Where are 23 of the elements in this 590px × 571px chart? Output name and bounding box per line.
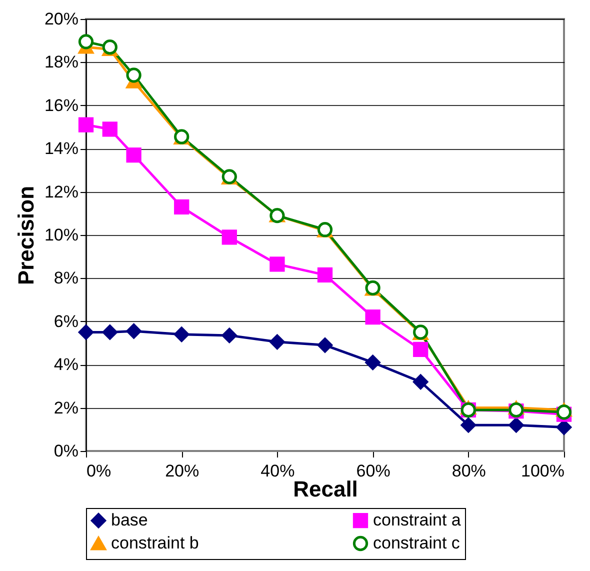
y-tick-label: 6%	[54, 312, 78, 331]
x-tick-label: 20%	[165, 462, 200, 480]
legend-label: constraint c	[373, 534, 460, 552]
y-tick-label: 14%	[44, 139, 78, 158]
y-tick-label: 8%	[54, 268, 78, 288]
y-tick-label: 2%	[54, 398, 78, 418]
x-axis-title: Recall	[293, 476, 358, 502]
y-axis-title: Precision	[13, 186, 38, 286]
x-tick-label: 60%	[356, 462, 390, 480]
y-tick-label: 12%	[44, 182, 78, 202]
x-tick-label: 40%	[260, 462, 295, 480]
x-tick-label: 100%	[521, 462, 564, 480]
x-tick-label: 80%	[452, 462, 486, 480]
y-tick-label: 20%	[44, 10, 78, 28]
y-tick-label: 16%	[44, 96, 78, 115]
legend-label: constraint a	[373, 510, 462, 530]
x-tick-label: 0%	[86, 462, 112, 480]
y-tick-label: 0%	[54, 442, 78, 460]
y-tick-label: 18%	[44, 52, 78, 72]
y-tick-label: 10%	[44, 226, 78, 244]
legend-label: base	[111, 510, 148, 530]
y-tick-label: 4%	[54, 355, 78, 374]
legend-label: constraint b	[111, 534, 199, 552]
